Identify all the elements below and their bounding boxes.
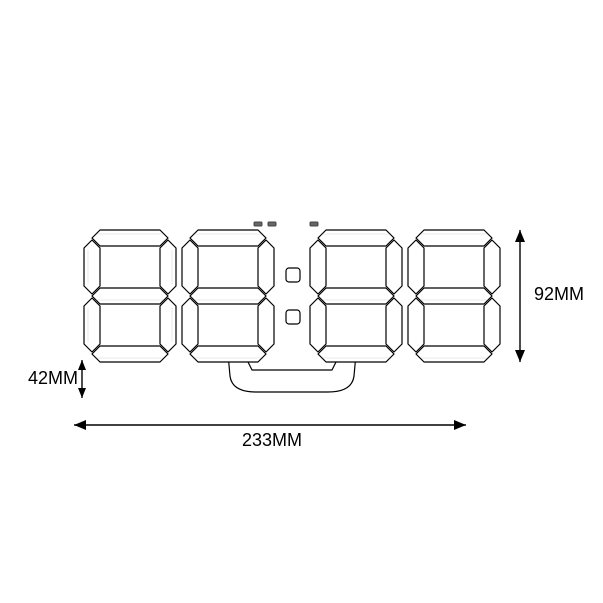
width-dimension-label: 233MM xyxy=(242,430,302,451)
digit-2 xyxy=(182,230,274,362)
depth-dimension-label: 42MM xyxy=(28,368,78,389)
digit-4 xyxy=(408,230,500,362)
top-buttons xyxy=(254,222,318,226)
diagram-svg xyxy=(0,0,603,603)
diagram-stage: 233MM 92MM 42MM xyxy=(0,0,603,603)
height-dimension-label: 92MM xyxy=(534,284,584,305)
digit-3 xyxy=(310,230,402,362)
depth-dimension-arrow xyxy=(78,360,86,398)
clock-body xyxy=(84,222,500,392)
height-dimension-arrow xyxy=(515,230,525,362)
width-dimension-arrow xyxy=(74,420,466,430)
digit-1 xyxy=(84,230,176,362)
colon xyxy=(286,268,300,324)
